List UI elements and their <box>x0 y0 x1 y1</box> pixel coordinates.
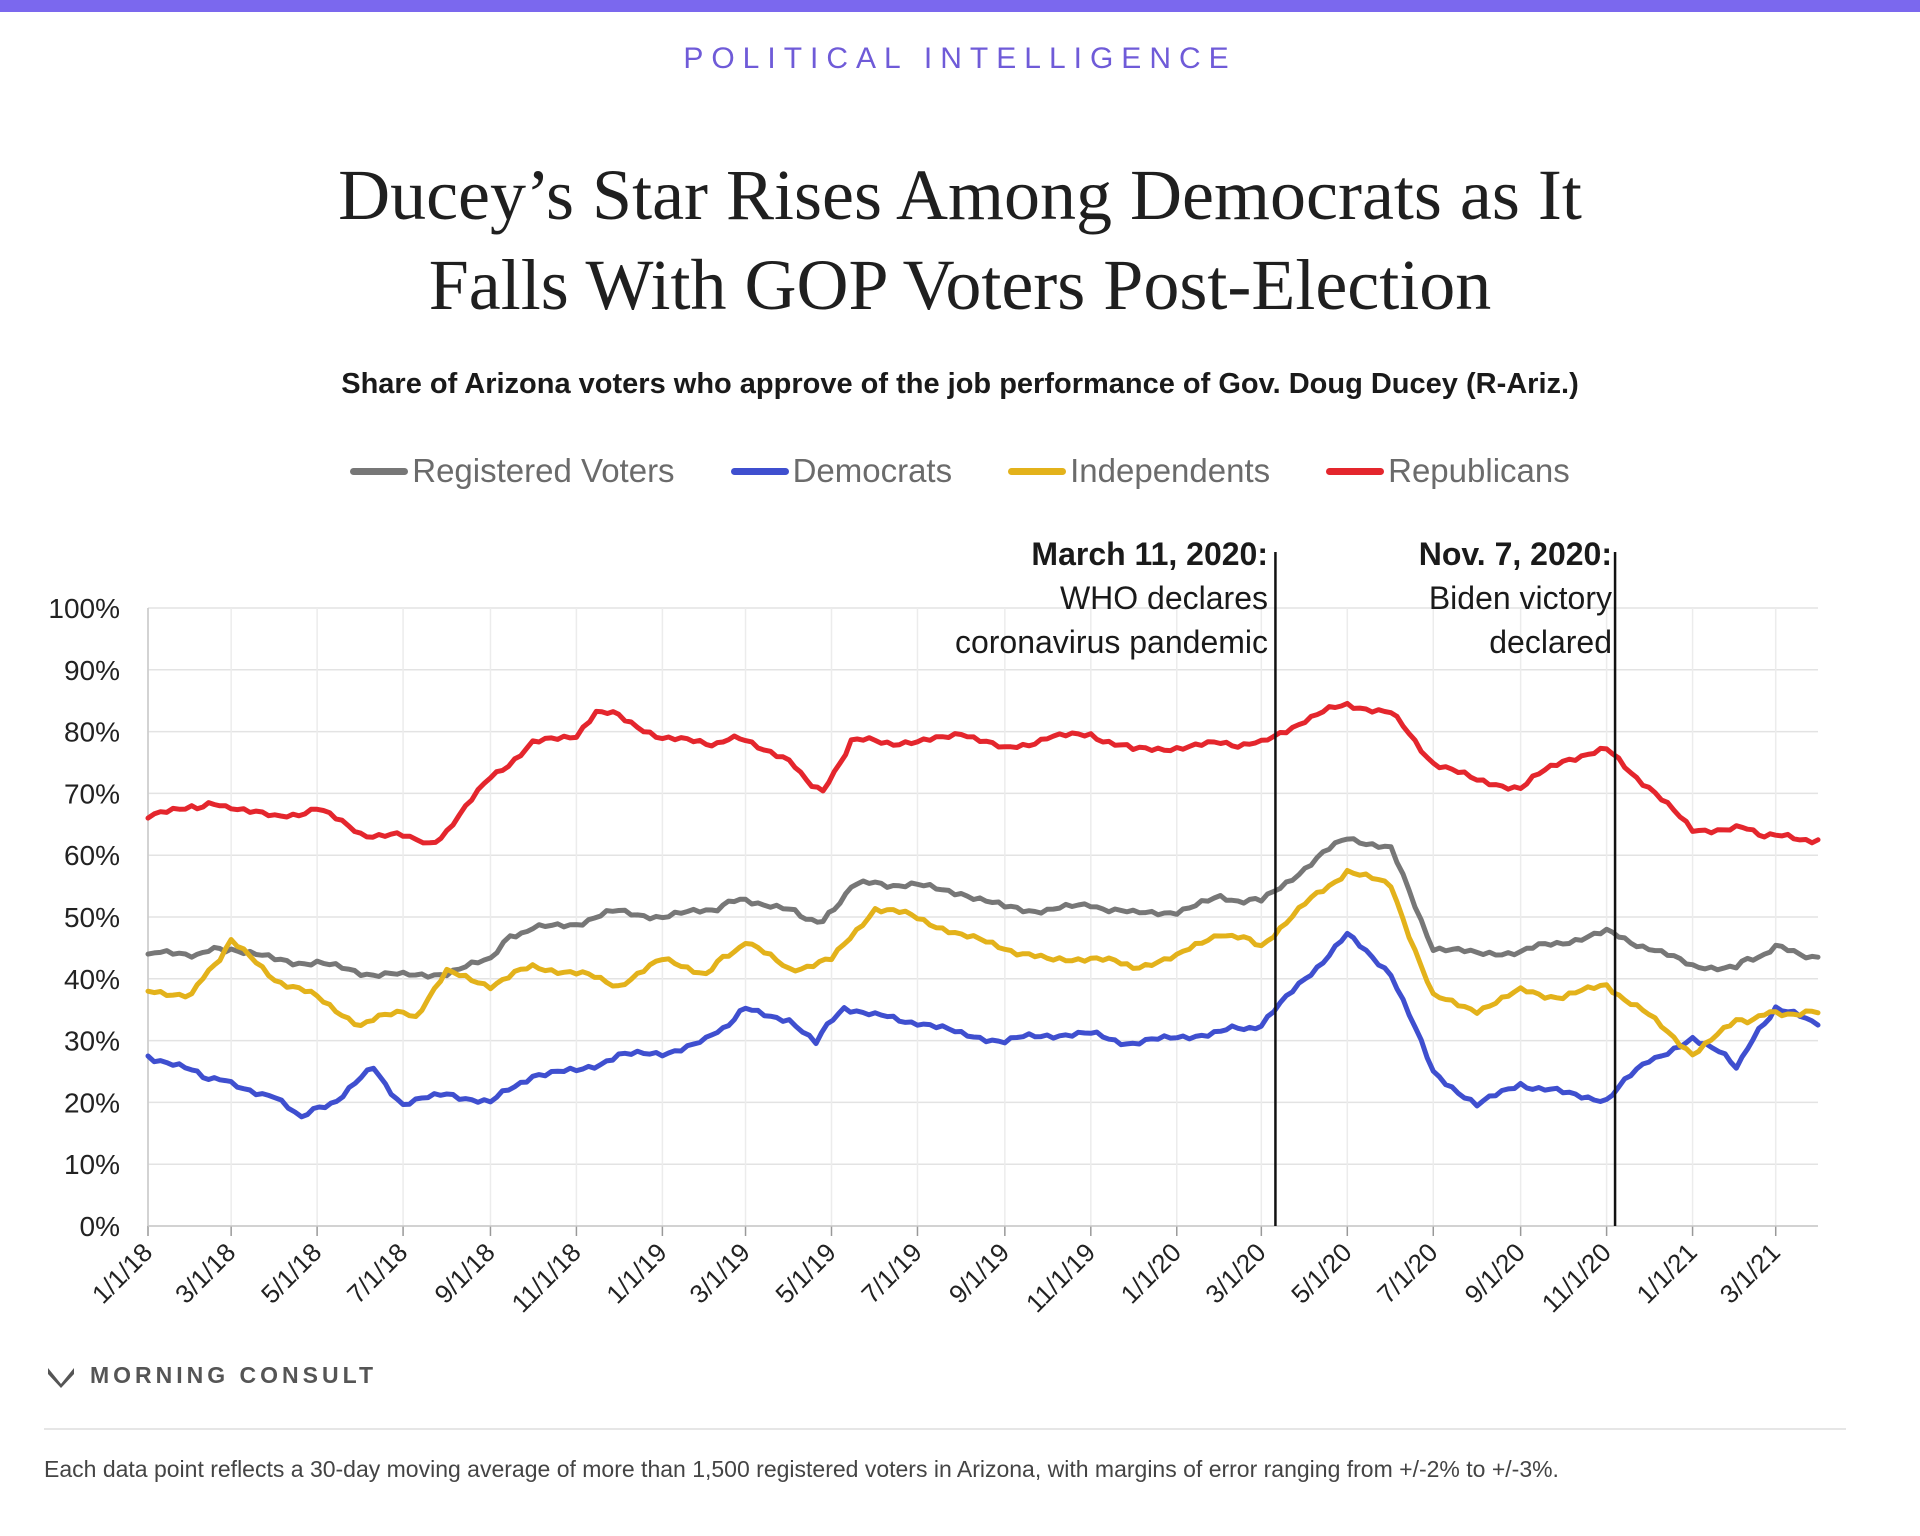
x-tick-label: 1/1/18 <box>86 1237 158 1309</box>
series-line-republicans <box>145 700 1821 846</box>
annotation-march-line1: WHO declares <box>1059 580 1268 616</box>
x-tick-label: 1/1/19 <box>600 1237 672 1309</box>
legend-swatch-registered <box>350 467 409 475</box>
x-tick-label: 3/1/18 <box>169 1237 241 1309</box>
legend-label-democrats: Democrats <box>792 452 953 489</box>
legend-item-republicans: Republicans <box>1326 452 1570 490</box>
annotation-march-title: March 11, 2020: <box>1031 536 1268 572</box>
x-tick-label: 3/1/20 <box>1199 1237 1271 1309</box>
brand-name: MORNING CONSULT <box>90 1362 378 1388</box>
annotation-nov-2020: Nov. 7, 2020: Biden victory declared <box>1300 532 1612 664</box>
annotation-nov-title: Nov. 7, 2020: <box>1418 536 1612 572</box>
approval-line-chart: 0%10%20%30%40%50%60%70%80%90%100%1/1/18 3… <box>48 552 1821 1318</box>
x-tick-label: 1/1/20 <box>1115 1237 1187 1309</box>
morning-consult-m-icon <box>48 1367 74 1388</box>
y-tick-label: 100% <box>48 593 120 624</box>
annotation-nov-line1: Biden victory <box>1428 580 1612 616</box>
annotation-nov-line2: declared <box>1489 624 1612 660</box>
legend-item-registered: Registered Voters <box>350 452 675 490</box>
x-tick-label: 7/1/18 <box>341 1237 413 1309</box>
y-tick-label: 30% <box>64 1026 120 1057</box>
chart-title: Ducey’s Star Rises Among Democrats as It… <box>200 150 1720 330</box>
legend-item-democrats: Democrats <box>730 452 953 490</box>
legend-item-independents: Independents <box>1008 452 1270 490</box>
chart-legend: Registered Voters Democrats Independents… <box>0 452 1920 490</box>
kicker-label: POLITICAL INTELLIGENCE <box>683 42 1237 75</box>
series-line-democrats <box>145 930 1821 1120</box>
x-tick-label: 7/1/20 <box>1371 1237 1443 1309</box>
x-tick-label: 7/1/19 <box>855 1237 927 1309</box>
x-tick-label: 11/1/20 <box>1536 1237 1617 1318</box>
y-tick-label: 80% <box>64 717 120 748</box>
legend-swatch-independents <box>1008 467 1067 475</box>
x-tick-label: 5/1/18 <box>255 1237 327 1309</box>
morning-consult-logo: MORNING CONSULT <box>46 1362 377 1389</box>
chart-subtitle: Share of Arizona voters who approve of t… <box>341 368 1579 400</box>
legend-label-independents: Independents <box>1070 452 1271 489</box>
y-tick-label: 20% <box>64 1087 120 1118</box>
chart-title-line-2: Falls With GOP Voters Post-Election <box>428 245 1492 325</box>
chart-title-line-1: Ducey’s Star Rises Among Democrats as It <box>338 155 1582 235</box>
legend-swatch-republicans <box>1326 467 1385 475</box>
x-tick-label: 5/1/20 <box>1285 1237 1357 1309</box>
footnote: Each data point reflects a 30-day moving… <box>44 1456 1559 1482</box>
x-tick-label: 3/1/19 <box>683 1237 755 1309</box>
x-tick-label: 3/1/21 <box>1714 1237 1786 1309</box>
footer-divider <box>44 1428 1846 1430</box>
x-tick-label: 11/1/18 <box>505 1237 586 1318</box>
series-line-independents <box>145 868 1821 1058</box>
series-line-registered-voters <box>145 836 1821 980</box>
x-tick-label: 9/1/20 <box>1459 1237 1531 1309</box>
x-tick-label: 9/1/19 <box>943 1237 1015 1309</box>
annotation-march-2020: March 11, 2020: WHO declares coronavirus… <box>800 532 1268 664</box>
top-accent-bar <box>0 0 1920 12</box>
x-tick-label: 1/1/21 <box>1630 1237 1702 1309</box>
y-tick-label: 10% <box>64 1149 120 1180</box>
x-tick-label: 5/1/19 <box>769 1237 841 1309</box>
legend-swatch-democrats <box>730 467 789 475</box>
x-tick-label: 9/1/18 <box>428 1237 500 1309</box>
legend-label-republicans: Republicans <box>1388 452 1570 489</box>
annotation-march-line2: coronavirus pandemic <box>954 624 1268 660</box>
x-tick-label: 11/1/19 <box>1020 1237 1101 1318</box>
y-tick-label: 60% <box>64 840 120 871</box>
legend-label-registered: Registered Voters <box>412 452 675 489</box>
y-tick-label: 90% <box>64 655 120 686</box>
y-tick-label: 50% <box>64 902 120 933</box>
y-tick-label: 0% <box>80 1211 120 1242</box>
y-tick-label: 40% <box>64 964 120 995</box>
y-tick-label: 70% <box>64 778 120 809</box>
